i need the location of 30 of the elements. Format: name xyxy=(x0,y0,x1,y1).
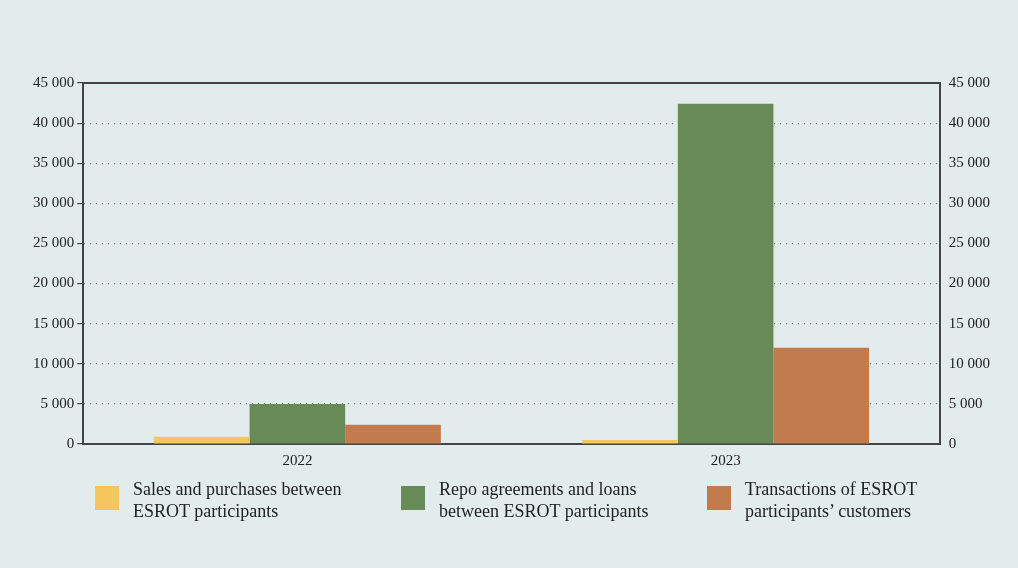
bar xyxy=(345,424,441,444)
y2-tick-label: 15 000 xyxy=(948,314,990,331)
y2-tick-label: 30 000 xyxy=(948,194,990,211)
y-tick-label: 10 000 xyxy=(33,354,75,371)
y2-tick-label: 45 000 xyxy=(948,73,990,90)
bar xyxy=(249,403,346,444)
y-tick-label: 20 000 xyxy=(33,274,75,291)
y-tick-label: 35 000 xyxy=(33,154,75,171)
bar xyxy=(153,436,250,444)
y2-tick-label: 35 000 xyxy=(948,154,990,171)
y-tick-label: 25 000 xyxy=(33,234,75,251)
bar xyxy=(677,103,774,444)
y2-tick-label: 25 000 xyxy=(948,234,990,251)
y-tick-label: 40 000 xyxy=(33,114,75,131)
y-tick-label: 5 000 xyxy=(40,394,75,411)
x-tick-label: 2023 xyxy=(710,451,741,468)
y2-tick-label: 40 000 xyxy=(948,114,990,131)
y-tick-label: 30 000 xyxy=(33,194,75,211)
y2-tick-label: 5 000 xyxy=(948,394,983,411)
y2-tick-label: 0 xyxy=(948,434,957,451)
y-tick-label: 15 000 xyxy=(33,314,75,331)
y2-tick-label: 10 000 xyxy=(948,354,990,371)
legend-label: Transactions of ESROT participants’ customers xyxy=(745,478,918,522)
legend-label: Sales and purchases between ESROT participants xyxy=(133,478,343,522)
legend-label: Repo agreements and loans between ESROT participants xyxy=(439,478,650,522)
y2-tick-label: 20 000 xyxy=(948,274,990,291)
x-tick-label: 2022 xyxy=(282,451,313,468)
bar xyxy=(773,347,870,444)
y-tick-label: 0 xyxy=(66,434,75,451)
y-tick-label: 45 000 xyxy=(33,73,75,90)
